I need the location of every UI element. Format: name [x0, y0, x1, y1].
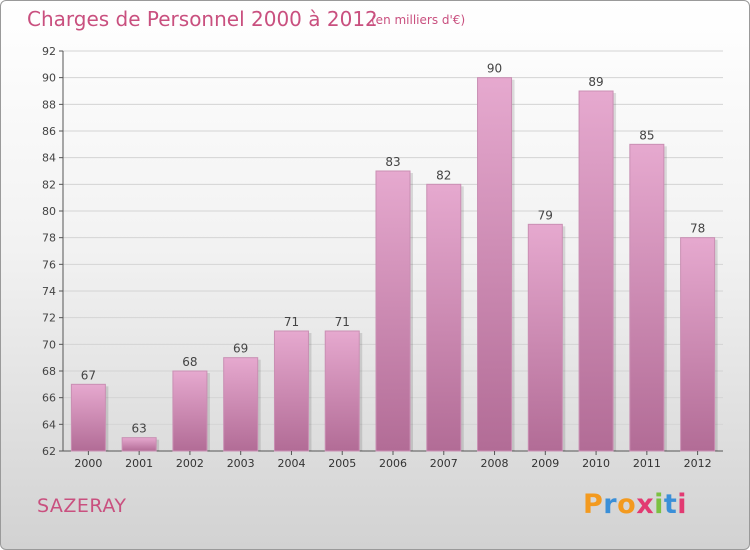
- data-label: 69: [233, 342, 248, 356]
- y-tick-label: 70: [42, 338, 56, 351]
- data-label: 78: [690, 222, 705, 236]
- y-tick-label: 84: [42, 152, 56, 165]
- proxiti-logo[interactable]: Proxiti: [583, 489, 687, 520]
- y-tick-label: 90: [42, 72, 56, 85]
- logo-letter: x: [636, 489, 655, 520]
- bar: [223, 357, 259, 452]
- data-label: 67: [81, 368, 96, 382]
- chart-subtitle: (en milliers d'€): [371, 13, 466, 27]
- x-tick-label: 2008: [481, 457, 509, 470]
- y-tick-label: 68: [42, 365, 56, 378]
- data-label: 89: [588, 75, 603, 89]
- y-tick-label: 64: [42, 418, 56, 431]
- x-tick-label: 2004: [277, 457, 305, 470]
- data-label: 63: [132, 422, 147, 436]
- y-tick-label: 78: [42, 232, 56, 245]
- logo-letter: t: [663, 489, 678, 520]
- x-tick-label: 2011: [633, 457, 661, 470]
- data-label: 68: [182, 355, 197, 369]
- y-tick-label: 66: [42, 392, 56, 405]
- x-tick-label: 2002: [176, 457, 204, 470]
- x-tick-label: 2001: [125, 457, 153, 470]
- bar: [426, 183, 462, 452]
- bar: [578, 90, 614, 452]
- data-label: 85: [639, 128, 654, 142]
- bar: [375, 170, 411, 452]
- y-tick-label: 62: [42, 445, 56, 458]
- y-tick-label: 88: [42, 98, 56, 111]
- logo-letter: P: [583, 489, 604, 520]
- logo-letter: i: [677, 489, 688, 520]
- y-tick-label: 82: [42, 178, 56, 191]
- chart-title: Charges de Personnel 2000 à 2012: [27, 7, 378, 31]
- x-tick-label: 2009: [531, 457, 559, 470]
- commune-name: SAZERAY: [37, 495, 127, 517]
- y-tick-label: 86: [42, 125, 56, 138]
- logo-letter: i: [654, 489, 664, 520]
- data-label: 90: [487, 62, 502, 76]
- x-tick-label: 2005: [328, 457, 356, 470]
- bar: [680, 237, 716, 452]
- y-tick-label: 72: [42, 312, 56, 325]
- logo-letter: o: [617, 489, 637, 520]
- data-label: 83: [385, 155, 400, 169]
- y-tick-label: 92: [42, 45, 56, 58]
- bar: [273, 330, 309, 452]
- bar: [477, 77, 513, 452]
- x-tick-label: 2000: [74, 457, 102, 470]
- x-tick-label: 2007: [430, 457, 458, 470]
- y-tick-label: 76: [42, 258, 56, 271]
- bar: [70, 383, 106, 452]
- logo-letter: r: [603, 489, 618, 520]
- x-tick-label: 2003: [227, 457, 255, 470]
- bar: [629, 143, 665, 452]
- bar: [172, 370, 208, 452]
- y-tick-label: 80: [42, 205, 56, 218]
- data-label: 79: [538, 208, 553, 222]
- bar: [324, 330, 360, 452]
- bar: [121, 437, 157, 452]
- data-label: 71: [335, 315, 350, 329]
- x-tick-label: 2006: [379, 457, 407, 470]
- x-tick-label: 2010: [582, 457, 610, 470]
- data-label: 71: [284, 315, 299, 329]
- bar: [527, 223, 563, 452]
- y-tick-label: 74: [42, 285, 56, 298]
- data-label: 82: [436, 168, 451, 182]
- x-tick-label: 2012: [684, 457, 712, 470]
